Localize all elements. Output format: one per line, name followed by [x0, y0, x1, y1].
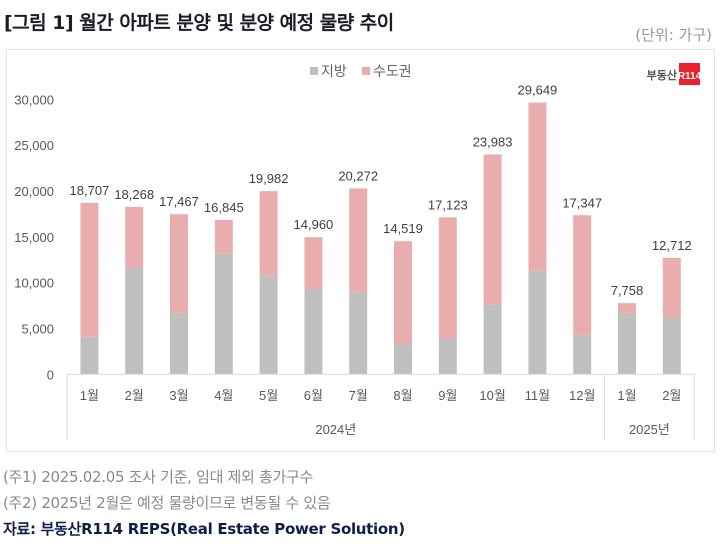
legend-swatch-jibang [310, 67, 318, 75]
logo-badge [679, 63, 700, 85]
legend: 지방 수도권 [310, 63, 412, 79]
bar-sudogwon [618, 303, 636, 313]
bar-jibang [125, 267, 144, 375]
total-data-label: 18,707 [70, 183, 110, 198]
x-tick-label: 4월 [214, 388, 233, 403]
total-data-label: 14,960 [294, 217, 334, 232]
x-tick-label: 1월 [80, 388, 99, 403]
bar-sudogwon [304, 237, 323, 290]
bar-sudogwon [662, 257, 681, 318]
bar-sudogwon [170, 214, 188, 313]
bar-jibang [438, 338, 457, 375]
bar-jibang [214, 253, 233, 375]
legend-swatch-sudogwon [362, 67, 370, 75]
bar-jibang [349, 291, 368, 375]
x-tick-label: 5월 [259, 388, 278, 403]
total-data-label: 17,467 [159, 194, 199, 209]
bar-jibang [662, 317, 681, 375]
bar-sudogwon [214, 219, 233, 254]
y-tick-label: 0 [47, 367, 54, 382]
bar-jibang [394, 344, 412, 375]
total-data-label: 18,268 [114, 187, 154, 202]
total-data-label: 17,123 [428, 197, 468, 212]
y-axis: 0 5,000 10,000 15,000 20,000 25,000 30,000 [14, 92, 54, 382]
source-line: 자료: 부동산R114 REPS(Real Estate Power Solut… [3, 520, 405, 538]
bar-jibang [483, 304, 502, 375]
footnote-2: (주2) 2025년 2월은 예정 물량이므로 변동될 수 있음 [3, 494, 331, 512]
bar-sudogwon [483, 154, 502, 305]
y-tick-label: 20,000 [14, 184, 54, 199]
total-data-label: 20,272 [338, 168, 378, 183]
x-tick-label: 11월 [525, 388, 550, 403]
bar-sudogwon [394, 241, 412, 345]
x-tick-label: 8월 [393, 388, 412, 403]
y-tick-label: 25,000 [14, 138, 54, 153]
x-tick-label: 1월 [617, 388, 636, 403]
x-tick-label: 3월 [169, 388, 188, 403]
logo-badge-text: R114 [678, 71, 702, 82]
y-tick-label: 5,000 [21, 321, 54, 336]
bar-jibang [618, 312, 636, 375]
legend-sudogwon: 수도권 [373, 63, 412, 79]
bar-jibang [573, 334, 592, 375]
group-label: 2024년 [315, 422, 356, 437]
x-tick-label: 2월 [662, 388, 681, 403]
x-tick-label: 10월 [479, 388, 505, 403]
total-data-label: 17,347 [562, 195, 602, 210]
total-data-label: 29,649 [518, 83, 558, 98]
unit-label: (단위: 가구) [635, 26, 712, 44]
bar-jibang [259, 275, 278, 375]
x-tick-label: 6월 [304, 388, 323, 403]
total-data-label: 19,982 [249, 171, 289, 186]
x-tick-label: 9월 [438, 388, 457, 403]
x-tick-label: 2월 [125, 388, 144, 403]
legend-jibang: 지방 [321, 63, 347, 79]
bar-sudogwon [528, 102, 547, 271]
bar-sudogwon [125, 206, 144, 268]
y-tick-label: 10,000 [14, 276, 54, 291]
bar-sudogwon [573, 215, 592, 335]
total-data-label: 16,845 [204, 200, 244, 215]
x-axis: 1월 2월 3월 4월 5월 6월 7월 8월 9월 10월 11월 12월 1월 2월 2024년 2025… [66, 373, 695, 440]
figure-title: [그림 1] 월간 아파트 분양 및 분양 예정 물량 추이 [4, 12, 394, 34]
bar-jibang [170, 312, 188, 375]
bar-sudogwon [349, 188, 368, 292]
total-data-label: 12,712 [652, 238, 692, 253]
bars: 18,707 18,268 17,467 16,845 19,982 14,960 20,2… [70, 83, 692, 375]
footnote-1: (주1) 2025.02.05 조사 기준, 임대 제외 총가구수 [3, 468, 314, 486]
logo: 부동산 R114 [647, 63, 702, 85]
x-tick-label: 7월 [349, 388, 368, 403]
bar-jibang [80, 336, 99, 375]
bar-sudogwon [438, 217, 457, 339]
total-data-label: 14,519 [383, 221, 423, 236]
x-tick-label: 12월 [569, 388, 595, 403]
bar-jibang [528, 270, 547, 375]
total-data-label: 23,983 [473, 134, 513, 149]
total-data-label: 7,758 [611, 283, 644, 298]
logo-text: 부동산 [647, 68, 677, 82]
bar-sudogwon [80, 202, 99, 337]
bar-jibang [304, 289, 323, 375]
bar-sudogwon [259, 191, 278, 276]
group-label: 2025년 [629, 422, 670, 437]
y-tick-label: 15,000 [14, 230, 54, 245]
y-tick-label: 30,000 [14, 92, 54, 107]
chart-frame [6, 49, 715, 452]
chart: 0 5,000 10,000 15,000 20,000 25,000 30,000 18,… [14, 63, 702, 440]
